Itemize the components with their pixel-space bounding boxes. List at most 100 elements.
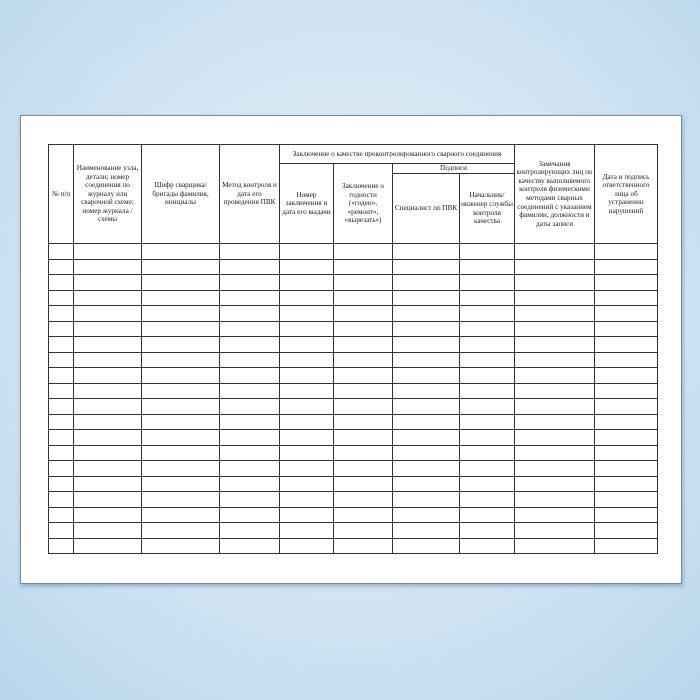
table-cell — [219, 258, 280, 275]
table-cell — [73, 367, 142, 384]
table-cell — [141, 351, 220, 368]
table-cell — [219, 491, 280, 508]
header-num: № п/п — [48, 144, 74, 244]
table-cell — [514, 258, 595, 275]
table-cell — [514, 351, 595, 368]
table-cell — [279, 382, 334, 399]
table-cell — [141, 367, 220, 384]
table-cell — [392, 274, 460, 291]
table-cell — [333, 243, 393, 260]
table-cell — [219, 506, 280, 523]
table-cell — [279, 243, 334, 260]
header-fitness: Заключение о годности («годен», «ремонт»… — [333, 163, 393, 244]
table-cell — [141, 506, 220, 523]
table-cell — [392, 320, 460, 337]
table-cell — [459, 336, 515, 353]
table-row — [48, 444, 658, 461]
table-cell — [594, 491, 658, 508]
table-cell — [73, 460, 142, 477]
table-cell — [279, 351, 334, 368]
table-cell — [48, 429, 74, 446]
table-cell — [392, 398, 460, 415]
table-cell — [48, 382, 74, 399]
table-cell — [392, 382, 460, 399]
table-cell — [333, 537, 393, 554]
table-cell — [279, 537, 334, 554]
table-cell — [392, 475, 460, 492]
table-cell — [594, 274, 658, 291]
table-cell — [392, 305, 460, 322]
table-cell — [279, 491, 334, 508]
table-cell — [73, 398, 142, 415]
table-cell — [219, 336, 280, 353]
table-cell — [514, 336, 595, 353]
table-cell — [48, 367, 74, 384]
table-cell — [219, 398, 280, 415]
table-cell — [279, 398, 334, 415]
table-cell — [459, 506, 515, 523]
table-cell — [594, 305, 658, 322]
table-cell — [141, 336, 220, 353]
table-cell — [219, 429, 280, 446]
table-cell — [73, 475, 142, 492]
table-cell — [392, 522, 460, 539]
table-cell — [459, 460, 515, 477]
table-cell — [219, 444, 280, 461]
table-cell — [594, 398, 658, 415]
table-cell — [279, 289, 334, 306]
table-row — [48, 367, 658, 384]
table-cell — [48, 460, 74, 477]
table-cell — [392, 351, 460, 368]
table-cell — [392, 429, 460, 446]
table-cell — [279, 444, 334, 461]
table-cell — [73, 413, 142, 430]
table-cell — [333, 506, 393, 523]
table-cell — [392, 506, 460, 523]
table-cell — [219, 243, 280, 260]
table-row — [48, 351, 658, 368]
table-cell — [73, 336, 142, 353]
table-cell — [459, 522, 515, 539]
table-row — [48, 258, 658, 275]
table-cell — [48, 351, 74, 368]
table-cell — [333, 491, 393, 508]
table-cell — [459, 429, 515, 446]
table-cell — [392, 336, 460, 353]
header-node: Наименование узла, детали; номер соедине… — [73, 144, 142, 244]
table-cell — [459, 491, 515, 508]
table-cell — [141, 243, 220, 260]
table-cell — [73, 429, 142, 446]
table-cell — [333, 289, 393, 306]
table-cell — [279, 522, 334, 539]
table-cell — [48, 320, 74, 337]
table-cell — [333, 320, 393, 337]
table-cell — [141, 398, 220, 415]
table-row — [48, 336, 658, 353]
table-cell — [333, 460, 393, 477]
table-cell — [333, 336, 393, 353]
table-cell — [219, 289, 280, 306]
table-cell — [73, 305, 142, 322]
table-row — [48, 305, 658, 322]
table-cell — [514, 460, 595, 477]
table-cell — [73, 320, 142, 337]
weld-inspection-table: № п/п Наименование узла, детали; номер с… — [48, 144, 658, 554]
table-cell — [219, 367, 280, 384]
table-cell — [333, 475, 393, 492]
table-cell — [219, 351, 280, 368]
table-cell — [141, 320, 220, 337]
table-row — [48, 491, 658, 508]
table-cell — [392, 367, 460, 384]
table-cell — [392, 491, 460, 508]
table-row — [48, 243, 658, 260]
table-cell — [594, 336, 658, 353]
table-cell — [459, 398, 515, 415]
table-cell — [392, 460, 460, 477]
table-cell — [514, 243, 595, 260]
table-cell — [459, 444, 515, 461]
table-cell — [141, 491, 220, 508]
table-cell — [141, 522, 220, 539]
table-cell — [392, 537, 460, 554]
table-cell — [141, 413, 220, 430]
table-row — [48, 460, 658, 477]
